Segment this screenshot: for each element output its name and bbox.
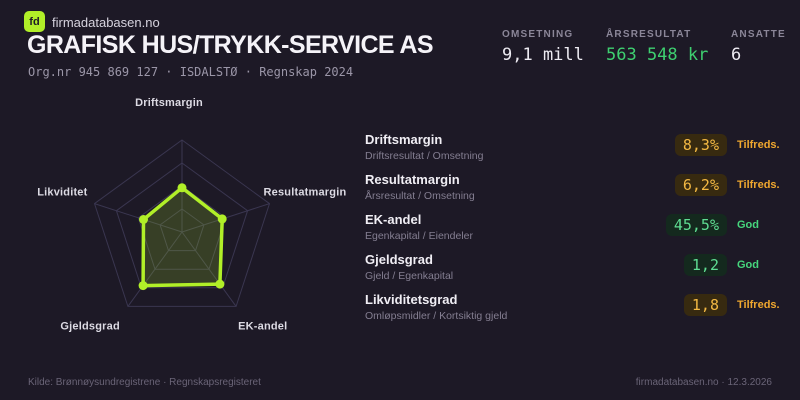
kpi-value: 563 548 kr: [606, 45, 709, 65]
radar-chart: Driftsmargin Resultatmargin EK-andel Gjelds…: [37, 97, 347, 332]
metric-title: Driftsmargin: [365, 132, 443, 147]
company-title: GRAFISK HUS/TRYKK-SERVICE AS: [27, 31, 434, 59]
radar-data-polygon: [141, 186, 224, 288]
metric-status: Tilfreds.: [737, 139, 780, 151]
metrics-list: Driftsmargin Driftsresultat / Omsetning 8,…: [365, 133, 790, 333]
radar-grid-spoke: [181, 231, 237, 307]
kpi-ansatte: ANSATTE 6: [731, 29, 786, 65]
radar-axis-label: Likviditet: [37, 187, 87, 199]
metric-row-resultatmargin: Resultatmargin Årsresultat / Omsetning 6,2…: [365, 173, 790, 213]
metric-formula: Driftsresultat / Omsetning: [365, 150, 484, 162]
radar-data-point: [139, 215, 148, 224]
metric-title: Gjeldsgrad: [365, 252, 433, 267]
metric-row-gjeldsgrad: Gjeldsgrad Gjeld / Egenkapital 1,2 God: [365, 253, 790, 293]
metric-value-badge: 45,5%: [665, 214, 727, 236]
metric-status: God: [737, 219, 759, 231]
radar-grid-ring: [93, 139, 271, 307]
radar-grid-ring: [115, 162, 249, 289]
metric-formula: Omløpsmidler / Kortsiktig gjeld: [365, 310, 508, 322]
radar-axis-label: EK-andel: [238, 320, 287, 332]
metric-status: God: [737, 259, 759, 271]
metric-title: Resultatmargin: [365, 172, 460, 187]
org-line: Org.nr 945 869 127 · ISDALSTØ · Regnskap…: [28, 65, 354, 79]
metric-formula: Årsresultat / Omsetning: [365, 190, 475, 202]
kpi-value: 6: [731, 45, 742, 65]
metric-title: EK-andel: [365, 212, 422, 227]
metric-value-badge: 1,8: [683, 294, 727, 316]
radar-grid-ring: [137, 185, 227, 270]
kpi-value: 9,1 mill: [502, 45, 584, 65]
radar-chart-wrap: Driftsmargin Resultatmargin EK-andel Gjelds…: [6, 88, 356, 350]
metric-formula: Gjeld / Egenkapital: [365, 270, 454, 282]
logo-text: fd: [29, 15, 40, 28]
radar-data-point: [215, 279, 225, 289]
metric-status: Tilfreds.: [737, 299, 780, 311]
radar-grid-ring: [159, 208, 205, 252]
metric-value-badge: 1,2: [683, 254, 727, 276]
radar-axis-label: Gjeldsgrad: [60, 320, 119, 332]
radar-grid-spoke: [127, 231, 183, 307]
radar-data-point: [217, 214, 227, 224]
fd-logo-icon: fd: [24, 11, 45, 32]
kpi-label: OMSETNING: [502, 29, 574, 40]
kpi-label: ANSATTE: [731, 29, 786, 40]
footer-source: Kilde: Brønnøysundregistrene · Regnskaps…: [28, 377, 261, 388]
metric-value-badge: 6,2%: [674, 174, 727, 196]
metric-row-ek-andel: EK-andel Egenkapital / Eiendeler 45,5% God: [365, 213, 790, 253]
radar-axis-label: Resultatmargin: [264, 187, 347, 199]
metric-formula: Egenkapital / Eiendeler: [365, 230, 473, 242]
kpi-omsetning: OMSETNING 9,1 mill: [502, 29, 584, 65]
kpi-label: ÅRSRESULTAT: [606, 29, 692, 40]
footer-credit: firmadatabasen.no · 12.3.2026: [635, 377, 772, 388]
radar-grid-spoke: [94, 203, 183, 233]
radar-data-point: [177, 183, 187, 193]
metric-title: Likviditetsgrad: [365, 292, 458, 307]
metric-row-driftsmargin: Driftsmargin Driftsresultat / Omsetning 8,…: [365, 133, 790, 173]
metric-row-likviditetsgrad: Likviditetsgrad Omløpsmidler / Kortsiktig…: [365, 293, 790, 333]
metric-status: Tilfreds.: [737, 179, 780, 191]
site-name: firmadatabasen.no: [52, 15, 160, 30]
radar-axis-label: Driftsmargin: [135, 97, 203, 109]
metric-value-badge: 8,3%: [674, 134, 727, 156]
radar-data-point: [138, 281, 148, 291]
kpi-rsresultat: ÅRSRESULTAT 563 548 kr: [606, 29, 708, 65]
